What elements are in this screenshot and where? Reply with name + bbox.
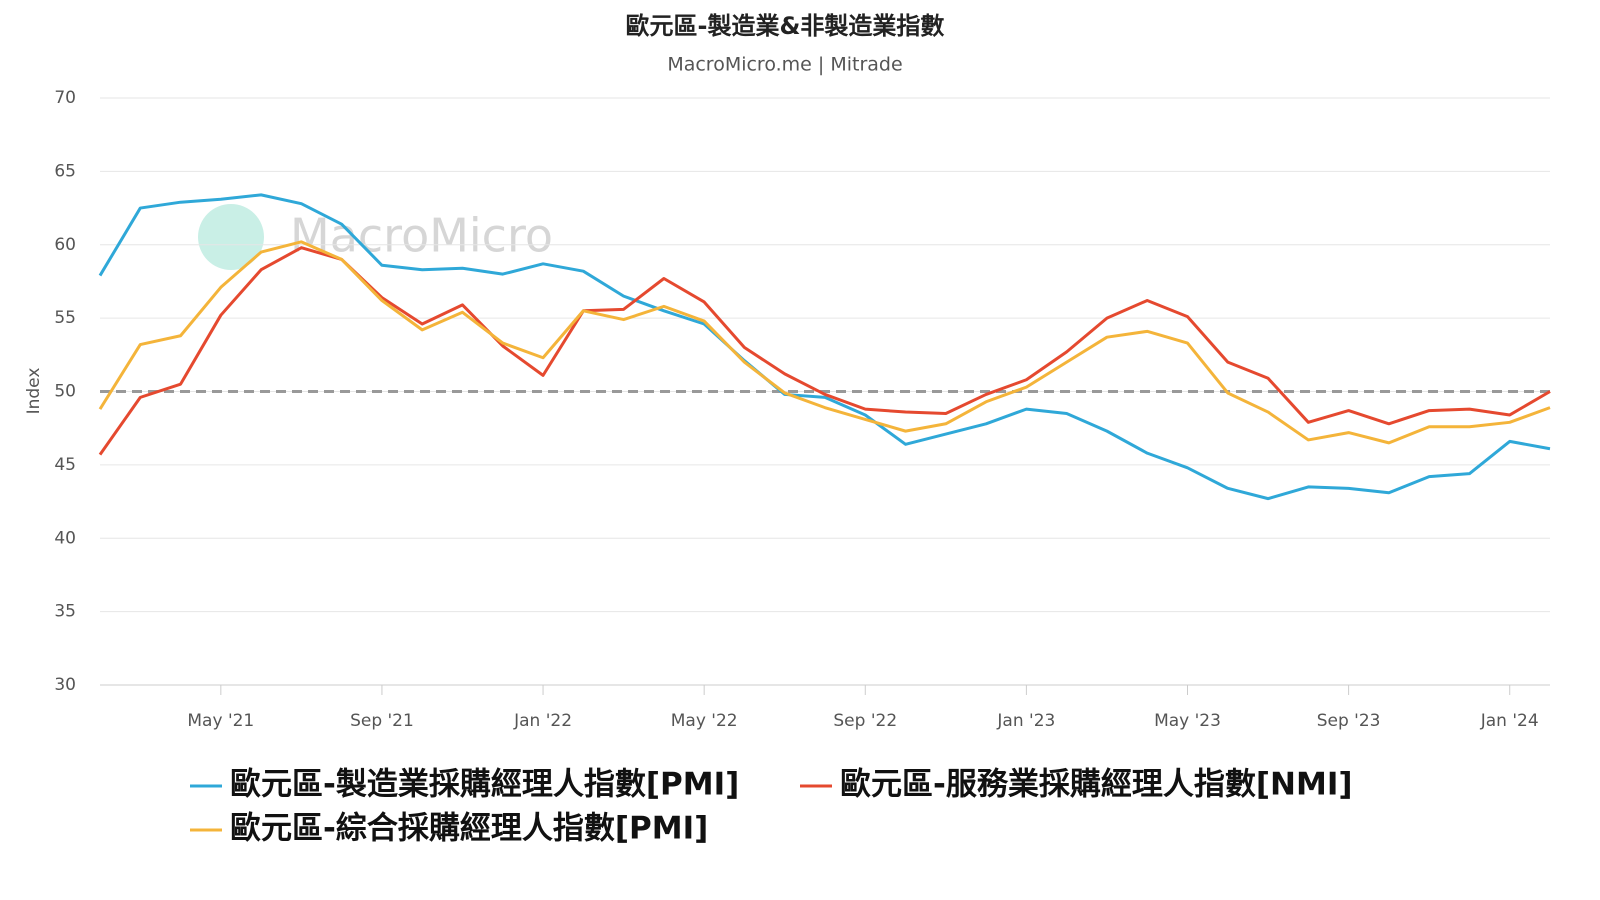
series-line	[98, 240, 1551, 445]
legend-label: 歐元區-服務業採購經理人指數[NMI]	[840, 767, 1353, 803]
chart-title: 歐元區-製造業&非製造業指數	[626, 12, 945, 40]
x-tick-label: May '21	[187, 711, 254, 731]
y-tick-label: 50	[54, 382, 76, 402]
y-axis-label: Index	[24, 368, 44, 415]
series-line	[98, 246, 1551, 456]
series-line	[98, 193, 1551, 501]
y-tick-label: 45	[54, 455, 76, 475]
y-tick-label: 55	[54, 308, 76, 328]
x-tick-label: Jan '23	[996, 711, 1055, 731]
legend-label: 歐元區-製造業採購經理人指數[PMI]	[230, 767, 739, 803]
y-tick-label: 65	[54, 161, 76, 181]
x-tick-label: Sep '23	[1317, 711, 1381, 731]
y-tick-label: 35	[54, 602, 76, 622]
legend-label: 歐元區-綜合採購經理人指數[PMI]	[230, 811, 708, 847]
chart-subtitle: MacroMicro.me | Mitrade	[667, 54, 902, 76]
y-tick-label: 30	[54, 675, 76, 695]
x-tick-label: Jan '22	[513, 711, 572, 731]
x-tick-label: Jan '24	[1480, 711, 1539, 731]
x-tick-label: May '23	[1154, 711, 1221, 731]
watermark: MacroMicro	[290, 209, 553, 263]
y-tick-label: 60	[54, 235, 76, 255]
x-tick-label: Sep '21	[350, 711, 414, 731]
y-tick-label: 40	[54, 528, 76, 548]
x-tick-label: Sep '22	[833, 711, 897, 731]
watermark-logo	[198, 204, 264, 270]
y-tick-label: 70	[54, 88, 76, 108]
x-tick-label: May '22	[671, 711, 738, 731]
